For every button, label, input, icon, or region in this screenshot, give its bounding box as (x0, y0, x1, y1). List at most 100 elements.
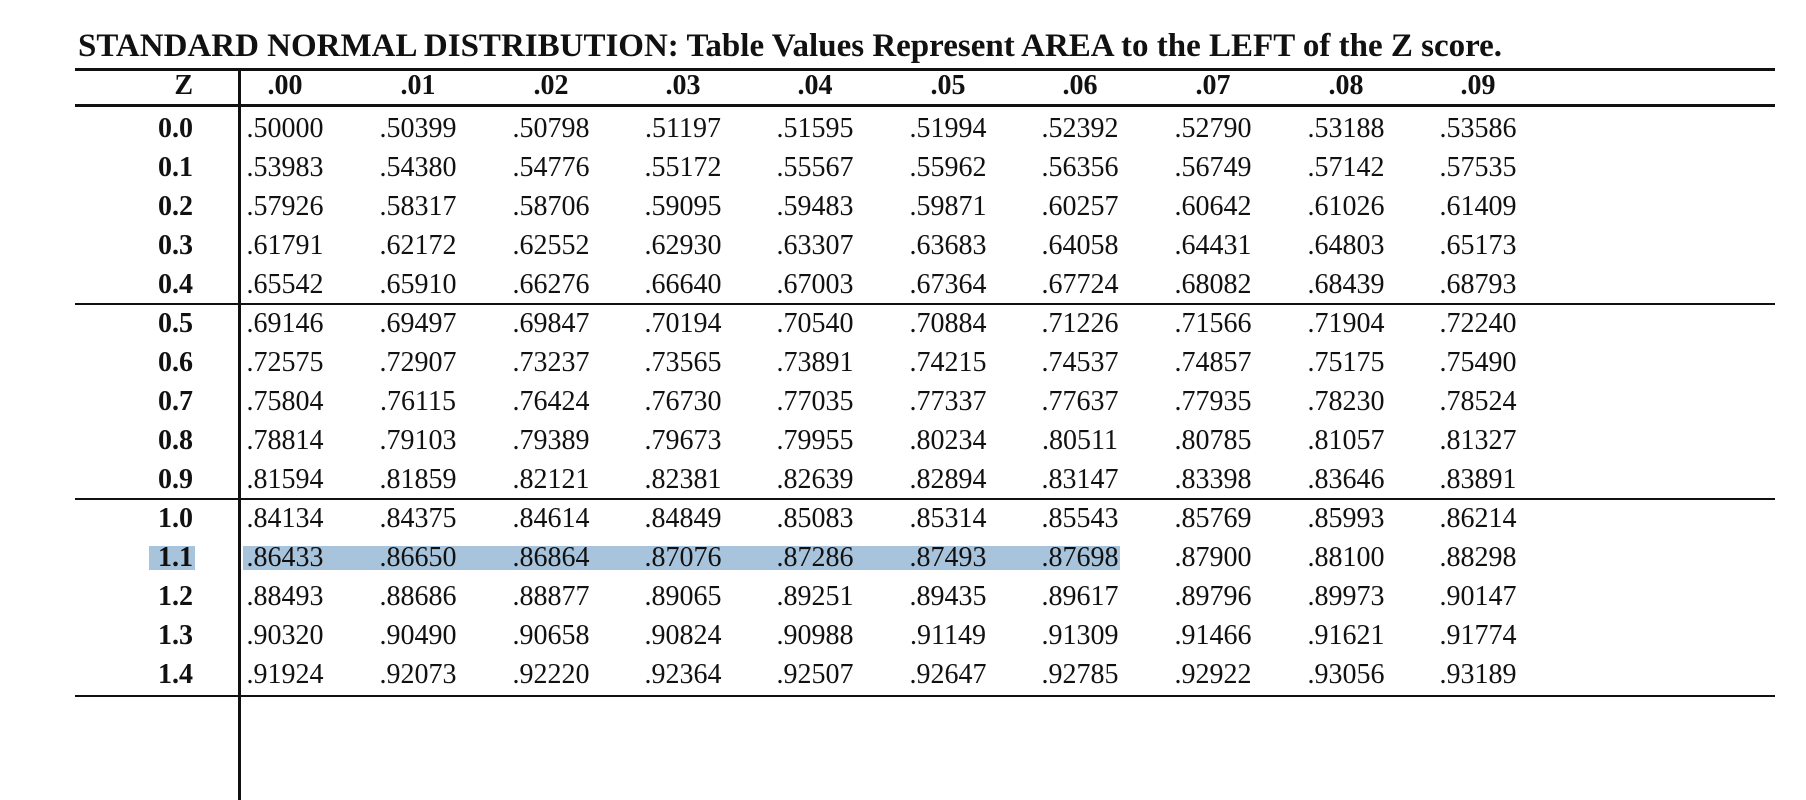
probability-cell: .79389 (512, 425, 590, 456)
probability-cell: .73237 (512, 347, 590, 378)
probability-cell: .60257 (1041, 191, 1119, 222)
probability-cell: .81594 (246, 464, 324, 495)
column-header: .09 (1460, 70, 1496, 101)
z-value: 0.6 (158, 347, 193, 378)
table-row: 0.1 .53983 .54380 .54776 .55172 .55567 .55962.… (75, 145, 1775, 190)
column-header: .01 (400, 70, 436, 101)
probability-cell: .80785 (1174, 425, 1252, 456)
probability-cell: .88686 (379, 581, 457, 612)
table-row: 1.3 .90320 .90490 .90658 .90824 .90988 .91149.… (75, 613, 1775, 658)
probability-cell: .55172 (644, 152, 722, 183)
probability-cell: .59095 (644, 191, 722, 222)
probability-cell: .61791 (246, 230, 324, 261)
probability-cell: .80511 (1042, 425, 1118, 456)
column-header: .03 (665, 70, 701, 101)
table-row: 0.7 .75804 .76115 .76424 .76730 .77035 .77337.… (75, 379, 1775, 424)
probability-cell: .63683 (909, 230, 987, 261)
probability-cell: .70540 (776, 308, 854, 339)
probability-cell: .87286 (776, 542, 854, 573)
probability-cell: .73565 (644, 347, 722, 378)
probability-cell: .75490 (1439, 347, 1517, 378)
table-bottom-rule (75, 695, 1775, 697)
table-row: 0.9 .81594 .81859 .82121 .82381 .82639 .82894.… (75, 457, 1775, 502)
probability-cell: .93189 (1439, 659, 1517, 690)
probability-cell: .89796 (1174, 581, 1252, 612)
probability-cell: .62930 (644, 230, 722, 261)
probability-cell: .87900 (1174, 542, 1252, 573)
table-row: 0.0 .50000 .50399 .50798 .51197 .51595 .51994.… (75, 106, 1775, 151)
probability-cell: .77637 (1041, 386, 1119, 417)
probability-cell: .78524 (1439, 386, 1517, 417)
probability-cell: .79673 (644, 425, 722, 456)
probability-cell: .72907 (379, 347, 457, 378)
probability-cell: .62552 (512, 230, 590, 261)
probability-cell: .90824 (644, 620, 722, 651)
probability-cell: .67003 (776, 269, 854, 300)
probability-cell: .75175 (1307, 347, 1385, 378)
z-value: 0.2 (158, 191, 193, 222)
probability-cell: .68793 (1439, 269, 1517, 300)
probability-cell: .91149 (910, 620, 986, 651)
z-value: 0.0 (158, 113, 193, 144)
probability-cell: .89251 (776, 581, 854, 612)
table-top-rule (75, 68, 1775, 71)
column-header: .00 (267, 70, 303, 101)
probability-cell: .74215 (909, 347, 987, 378)
probability-cell: .71566 (1174, 308, 1252, 339)
probability-cell: .73891 (776, 347, 854, 378)
probability-cell: .81327 (1439, 425, 1517, 456)
probability-cell: .51197 (645, 113, 721, 144)
probability-cell: .61409 (1439, 191, 1517, 222)
probability-cell: .66276 (512, 269, 590, 300)
z-table: Z .00 .01 .02 .03 .04 .05 .06 .07 .08 .09 0.0 .50000… (75, 68, 1775, 800)
probability-cell: .91466 (1174, 620, 1252, 651)
column-header: .05 (930, 70, 966, 101)
z-value: 0.8 (158, 425, 193, 456)
probability-cell: .89065 (644, 581, 722, 612)
probability-cell: .59871 (909, 191, 987, 222)
probability-cell: .70194 (644, 308, 722, 339)
column-header: .08 (1328, 70, 1364, 101)
probability-cell: .84849 (644, 503, 722, 534)
probability-cell: .81859 (379, 464, 457, 495)
probability-cell: .88298 (1439, 542, 1517, 573)
probability-cell: .67724 (1041, 269, 1119, 300)
probability-cell: .89617 (1041, 581, 1119, 612)
probability-cell: .67364 (909, 269, 987, 300)
probability-cell: .85993 (1307, 503, 1385, 534)
probability-cell: .71226 (1041, 308, 1119, 339)
probability-cell: .56749 (1174, 152, 1252, 183)
probability-cell: .89435 (909, 581, 987, 612)
probability-cell: .89973 (1307, 581, 1385, 612)
z-value: 0.4 (158, 269, 193, 300)
probability-cell: .55567 (776, 152, 854, 183)
probability-cell: .85083 (776, 503, 854, 534)
probability-cell: .88100 (1307, 542, 1385, 573)
header-row: Z .00 .01 .02 .03 .04 .05 .06 .07 .08 .09 (75, 60, 1775, 105)
probability-cell: .65173 (1439, 230, 1517, 261)
probability-cell: .62172 (379, 230, 457, 261)
probability-cell: .64431 (1174, 230, 1252, 261)
probability-cell: .86864 (512, 542, 590, 573)
probability-cell: .76730 (644, 386, 722, 417)
probability-cell: .58317 (379, 191, 457, 222)
probability-cell: .83891 (1439, 464, 1517, 495)
probability-cell: .69146 (246, 308, 324, 339)
probability-cell: .58706 (512, 191, 590, 222)
probability-cell: .91621 (1307, 620, 1385, 651)
probability-cell: .85769 (1174, 503, 1252, 534)
probability-cell: .88877 (512, 581, 590, 612)
probability-cell: .83398 (1174, 464, 1252, 495)
z-value: 0.9 (158, 464, 193, 495)
probability-cell: .50798 (512, 113, 590, 144)
probability-cell: .83147 (1041, 464, 1119, 495)
column-header: .04 (797, 70, 833, 101)
probability-cell: .80234 (909, 425, 987, 456)
z-value: 1.1 (158, 542, 193, 573)
probability-cell: .93056 (1307, 659, 1385, 690)
probability-cell: .57535 (1439, 152, 1517, 183)
probability-cell: .50000 (246, 113, 324, 144)
probability-cell: .56356 (1041, 152, 1119, 183)
probability-cell: .60642 (1174, 191, 1252, 222)
probability-cell: .52790 (1174, 113, 1252, 144)
